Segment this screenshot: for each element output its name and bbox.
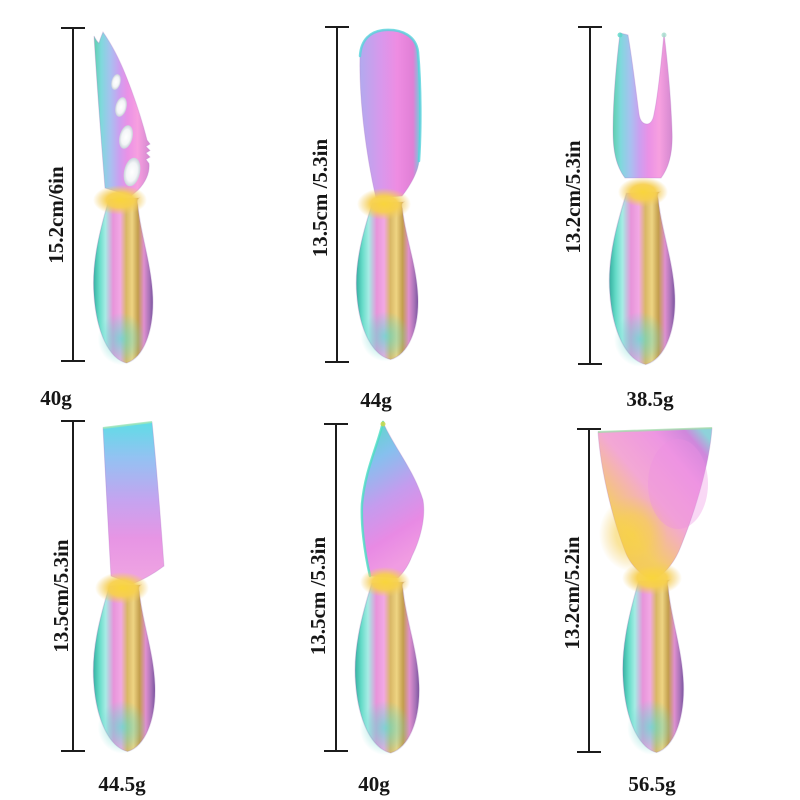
size-label: 13.2cm/5.3in xyxy=(561,140,585,254)
cheese-fork-image xyxy=(608,32,676,367)
weight-label: 44.5g xyxy=(98,772,146,796)
size-label: 13.5cm /5.3in xyxy=(308,138,332,258)
weight-label: 56.5g xyxy=(628,772,676,796)
size-label: 13.5cm /5.3in xyxy=(306,536,330,656)
weight-label: 40g xyxy=(358,772,390,796)
size-label: 13.5cm/5.3in xyxy=(49,539,73,653)
dimension-line xyxy=(577,428,601,753)
spreader-knife-image xyxy=(354,420,425,756)
weight-label: 44g xyxy=(360,388,392,412)
weight-label: 40g xyxy=(40,386,72,410)
butter-spreader-image xyxy=(355,28,422,362)
size-label: 13.2cm/5.2in xyxy=(560,536,584,650)
dimension-line xyxy=(61,420,85,752)
size-label: 15.2cm/6in xyxy=(44,166,68,264)
dimension-line xyxy=(61,27,85,362)
cheese-cleaver-image xyxy=(92,421,165,754)
holed-cheese-knife-image xyxy=(92,30,154,366)
weight-label: 38.5g xyxy=(626,387,674,411)
cheese-shovel-image xyxy=(597,427,713,755)
dimension-line xyxy=(324,423,348,752)
dimension-line xyxy=(578,26,602,365)
dimension-line xyxy=(325,26,349,363)
